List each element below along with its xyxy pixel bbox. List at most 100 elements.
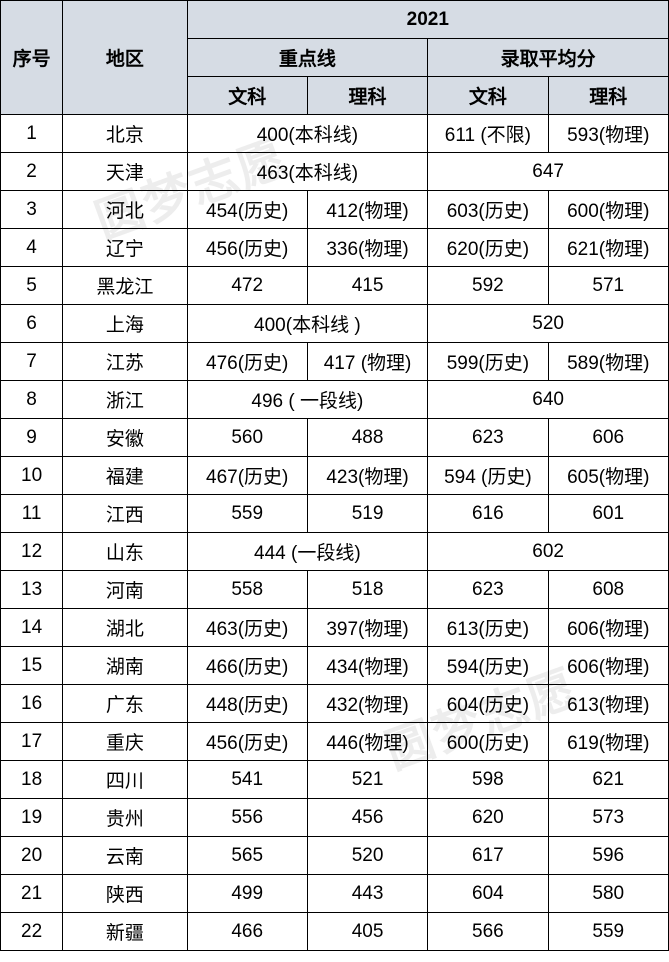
cell-key-wen: 448(历史) (187, 685, 307, 723)
cell-avg-li: 573 (548, 799, 668, 837)
cell-avg-li: 606(物理) (548, 647, 668, 685)
cell-key-li: 518 (307, 571, 427, 609)
cell-area: 河南 (63, 571, 187, 609)
cell-key-wen: 558 (187, 571, 307, 609)
cell-area: 江苏 (63, 343, 187, 381)
cell-key-li: 417 (物理) (307, 343, 427, 381)
header-avg: 录取平均分 (428, 39, 669, 77)
cell-avg-merged: 602 (428, 533, 669, 571)
cell-avg-wen: 623 (428, 419, 548, 457)
table-wrapper: 序号 地区 2021 重点线 录取平均分 文科 理科 文科 理科 1北京400(… (0, 0, 669, 951)
cell-avg-li: 589(物理) (548, 343, 668, 381)
cell-area: 湖北 (63, 609, 187, 647)
cell-avg-li: 613(物理) (548, 685, 668, 723)
cell-key-li: 412(物理) (307, 191, 427, 229)
cell-avg-li: 606 (548, 419, 668, 457)
table-row: 18四川541521598621 (1, 761, 669, 799)
cell-avg-wen: 613(历史) (428, 609, 548, 647)
cell-index: 10 (1, 457, 63, 495)
cell-avg-wen: 600(历史) (428, 723, 548, 761)
table-row: 17重庆456(历史)446(物理)600(历史)619(物理) (1, 723, 669, 761)
table-row: 9安徽560488623606 (1, 419, 669, 457)
cell-avg-wen: 592 (428, 267, 548, 305)
table-row: 10福建467(历史)423(物理)594 (历史)605(物理) (1, 457, 669, 495)
cell-avg-li: 600(物理) (548, 191, 668, 229)
cell-avg-li: 571 (548, 267, 668, 305)
table-row: 3河北454(历史)412(物理)603(历史)600(物理) (1, 191, 669, 229)
cell-index: 8 (1, 381, 63, 419)
cell-index: 13 (1, 571, 63, 609)
cell-key-li: 432(物理) (307, 685, 427, 723)
cell-avg-wen: 598 (428, 761, 548, 799)
cell-key-li: 336(物理) (307, 229, 427, 267)
cell-key-wen: 456(历史) (187, 723, 307, 761)
cell-avg-merged: 520 (428, 305, 669, 343)
cell-area: 安徽 (63, 419, 187, 457)
cell-area: 福建 (63, 457, 187, 495)
cell-index: 2 (1, 153, 63, 191)
cell-key-li: 434(物理) (307, 647, 427, 685)
header-avg-wen: 文科 (428, 77, 548, 115)
cell-key-merged: 400(本科线 ) (187, 305, 428, 343)
table-row: 5黑龙江472415592571 (1, 267, 669, 305)
table-row: 15湖南466(历史)434(物理)594(历史)606(物理) (1, 647, 669, 685)
header-index: 序号 (1, 1, 63, 115)
cell-index: 6 (1, 305, 63, 343)
cell-area: 重庆 (63, 723, 187, 761)
cell-avg-wen: 623 (428, 571, 548, 609)
cell-avg-wen: 617 (428, 837, 548, 875)
cell-index: 20 (1, 837, 63, 875)
cell-avg-wen: 604(历史) (428, 685, 548, 723)
table-row: 8浙江496 ( 一段线)640 (1, 381, 669, 419)
cell-avg-li: 605(物理) (548, 457, 668, 495)
cell-avg-li: 580 (548, 875, 668, 913)
cell-area: 浙江 (63, 381, 187, 419)
table-row: 16广东448(历史)432(物理)604(历史)613(物理) (1, 685, 669, 723)
header-avg-li: 理科 (548, 77, 668, 115)
cell-key-li: 415 (307, 267, 427, 305)
cell-area: 辽宁 (63, 229, 187, 267)
cell-key-li: 488 (307, 419, 427, 457)
cell-index: 15 (1, 647, 63, 685)
score-table: 序号 地区 2021 重点线 录取平均分 文科 理科 文科 理科 1北京400(… (0, 0, 669, 951)
cell-key-wen: 559 (187, 495, 307, 533)
cell-index: 17 (1, 723, 63, 761)
cell-avg-wen: 599(历史) (428, 343, 548, 381)
cell-avg-wen: 620(历史) (428, 229, 548, 267)
cell-avg-wen: 611 (不限) (428, 115, 548, 153)
cell-avg-wen: 603(历史) (428, 191, 548, 229)
cell-index: 12 (1, 533, 63, 571)
cell-avg-wen: 620 (428, 799, 548, 837)
cell-avg-li: 596 (548, 837, 668, 875)
cell-index: 1 (1, 115, 63, 153)
cell-key-wen: 499 (187, 875, 307, 913)
table-row: 22新疆466405566559 (1, 913, 669, 951)
table-body: 1北京400(本科线)611 (不限)593(物理)2天津463(本科线)647… (1, 115, 669, 951)
cell-key-wen: 472 (187, 267, 307, 305)
cell-avg-merged: 647 (428, 153, 669, 191)
cell-avg-li: 619(物理) (548, 723, 668, 761)
cell-key-li: 456 (307, 799, 427, 837)
cell-key-wen: 456(历史) (187, 229, 307, 267)
cell-avg-li: 601 (548, 495, 668, 533)
cell-area: 云南 (63, 837, 187, 875)
cell-index: 22 (1, 913, 63, 951)
cell-key-wen: 541 (187, 761, 307, 799)
cell-index: 9 (1, 419, 63, 457)
cell-index: 3 (1, 191, 63, 229)
cell-avg-li: 559 (548, 913, 668, 951)
cell-key-wen: 565 (187, 837, 307, 875)
cell-key-li: 446(物理) (307, 723, 427, 761)
cell-key-li: 397(物理) (307, 609, 427, 647)
cell-key-wen: 560 (187, 419, 307, 457)
cell-index: 7 (1, 343, 63, 381)
cell-key-wen: 466 (187, 913, 307, 951)
cell-area: 天津 (63, 153, 187, 191)
table-row: 21陕西499443604580 (1, 875, 669, 913)
cell-key-li: 405 (307, 913, 427, 951)
cell-index: 5 (1, 267, 63, 305)
table-header: 序号 地区 2021 重点线 录取平均分 文科 理科 文科 理科 (1, 1, 669, 115)
cell-avg-merged: 640 (428, 381, 669, 419)
cell-avg-li: 608 (548, 571, 668, 609)
cell-key-wen: 466(历史) (187, 647, 307, 685)
